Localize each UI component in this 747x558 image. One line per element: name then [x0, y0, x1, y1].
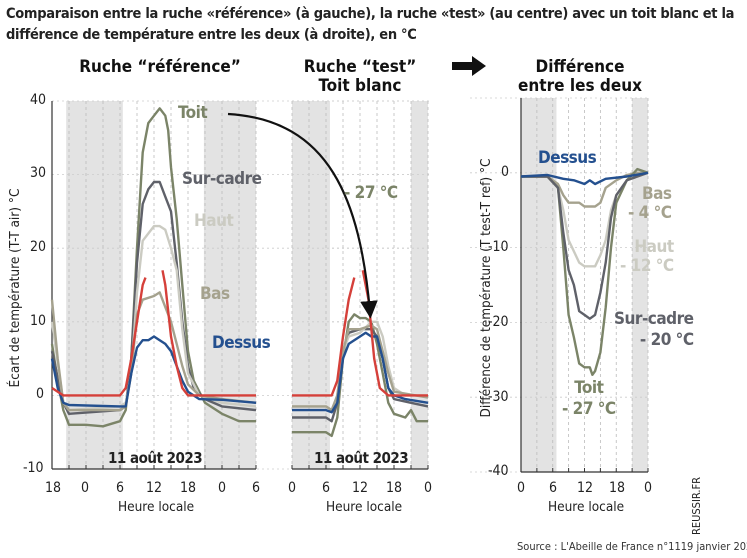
x-axis-label: Heure locale [118, 499, 195, 515]
credit: REUSSIR.FR [690, 476, 703, 535]
series-line-bas [50, 291, 257, 412]
x-tick: 18 [180, 480, 197, 496]
series-line-red [161, 270, 256, 397]
date-label: 11 août 2023 [108, 449, 203, 467]
x-tick: 6 [252, 480, 261, 496]
panel-title-test: Ruche “test” Toit blanc [303, 57, 417, 96]
x-axis-label: Heure locale [548, 499, 625, 515]
series-line-toit [521, 167, 649, 376]
series-line-red [51, 277, 147, 397]
label-toit: Toit - 27 °C [562, 378, 616, 419]
y-tick: 10 [30, 313, 47, 329]
curved-arrow [227, 112, 378, 319]
series-line-dessus [292, 331, 429, 414]
x-tick: 12 [577, 480, 594, 496]
x-tick: 0 [424, 480, 433, 496]
y-tick: 20 [30, 239, 47, 255]
y-tick: -30 [488, 389, 509, 405]
label-haut: Haut [194, 211, 234, 231]
label-sur-cadre: Sur-cadre [182, 169, 262, 189]
date-label: 11 août 2023 [314, 449, 409, 467]
x-tick: 18 [386, 480, 403, 496]
x-tick: 6 [116, 480, 125, 496]
label-bas: Bas - 4 °C [628, 184, 672, 223]
series-line-red [292, 277, 356, 397]
x-tick: 12 [146, 480, 163, 496]
y-axis-label: Écart de température (T-T air) °C [7, 188, 23, 388]
right-arrow-icon [452, 56, 486, 76]
y-tick: -10 [488, 239, 509, 255]
night-shading [632, 98, 648, 472]
series-line-dessus [520, 171, 649, 186]
series-line-sur-cadre [292, 328, 429, 423]
x-tick: 6 [322, 480, 331, 496]
night-shading [292, 101, 330, 469]
label-dessus: Dessus [538, 148, 597, 168]
y-axis-label: Différence de température (T test-T ref)… [478, 158, 494, 418]
x-tick: 0 [218, 480, 227, 496]
panel-title-difference: Différence entre les deux [518, 57, 642, 96]
y-tick: 40 [30, 92, 47, 108]
series-line-toit [50, 107, 256, 428]
series-line-toit [292, 313, 428, 438]
source: Source : L'Abeille de France n°1119 janv… [517, 540, 747, 553]
x-tick: 0 [288, 480, 297, 496]
panel-title-reference: Ruche “référence” [79, 57, 241, 77]
label-sur-cadre: Sur-cadre - 20 °C [614, 309, 694, 350]
annotation-minus-27: - 27 °C [344, 183, 398, 203]
x-tick: 6 [549, 480, 558, 496]
x-tick: 0 [517, 480, 526, 496]
y-tick: -40 [488, 463, 509, 479]
x-tick: 0 [644, 480, 653, 496]
night-shading [411, 101, 428, 469]
label-bas: Bas [200, 284, 230, 304]
y-tick: 0 [501, 164, 510, 180]
y-tick: -20 [488, 314, 509, 330]
x-tick: 0 [81, 480, 90, 496]
label-toit: Toit [178, 103, 208, 123]
y-tick: 30 [30, 165, 47, 181]
y-tick: 0 [36, 386, 45, 402]
figure-title: Comparaison entre la ruche «référence» (… [6, 6, 735, 43]
y-tick: -10 [23, 460, 44, 476]
series-line-dessus [50, 335, 257, 408]
x-tick: 18 [609, 480, 626, 496]
label-dessus: Dessus [212, 333, 271, 353]
series-line-sur-cadre [521, 171, 649, 320]
label-haut: Haut - 12 °C [620, 237, 674, 276]
x-tick: 12 [352, 480, 369, 496]
x-axis-label: Heure locale [326, 499, 403, 515]
x-tick: 18 [45, 480, 62, 496]
night-shading [521, 98, 557, 472]
